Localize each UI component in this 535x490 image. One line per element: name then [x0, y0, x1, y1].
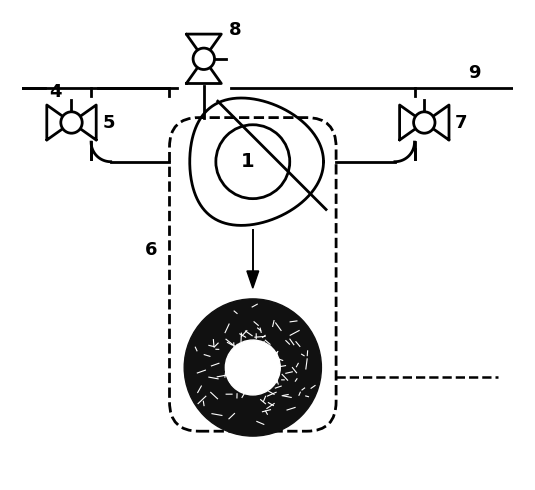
Circle shape: [61, 112, 82, 133]
Text: 4: 4: [49, 83, 62, 100]
Text: 8: 8: [228, 21, 241, 39]
Text: 2: 2: [241, 358, 255, 377]
Polygon shape: [247, 271, 259, 288]
Circle shape: [193, 48, 215, 70]
Text: 7: 7: [455, 114, 468, 131]
Circle shape: [216, 125, 290, 198]
Text: 1: 1: [241, 152, 255, 171]
Circle shape: [184, 299, 322, 436]
Circle shape: [225, 340, 280, 395]
Text: 9: 9: [469, 65, 481, 82]
Text: 5: 5: [102, 114, 115, 131]
Text: 6: 6: [145, 241, 157, 259]
Circle shape: [414, 112, 435, 133]
